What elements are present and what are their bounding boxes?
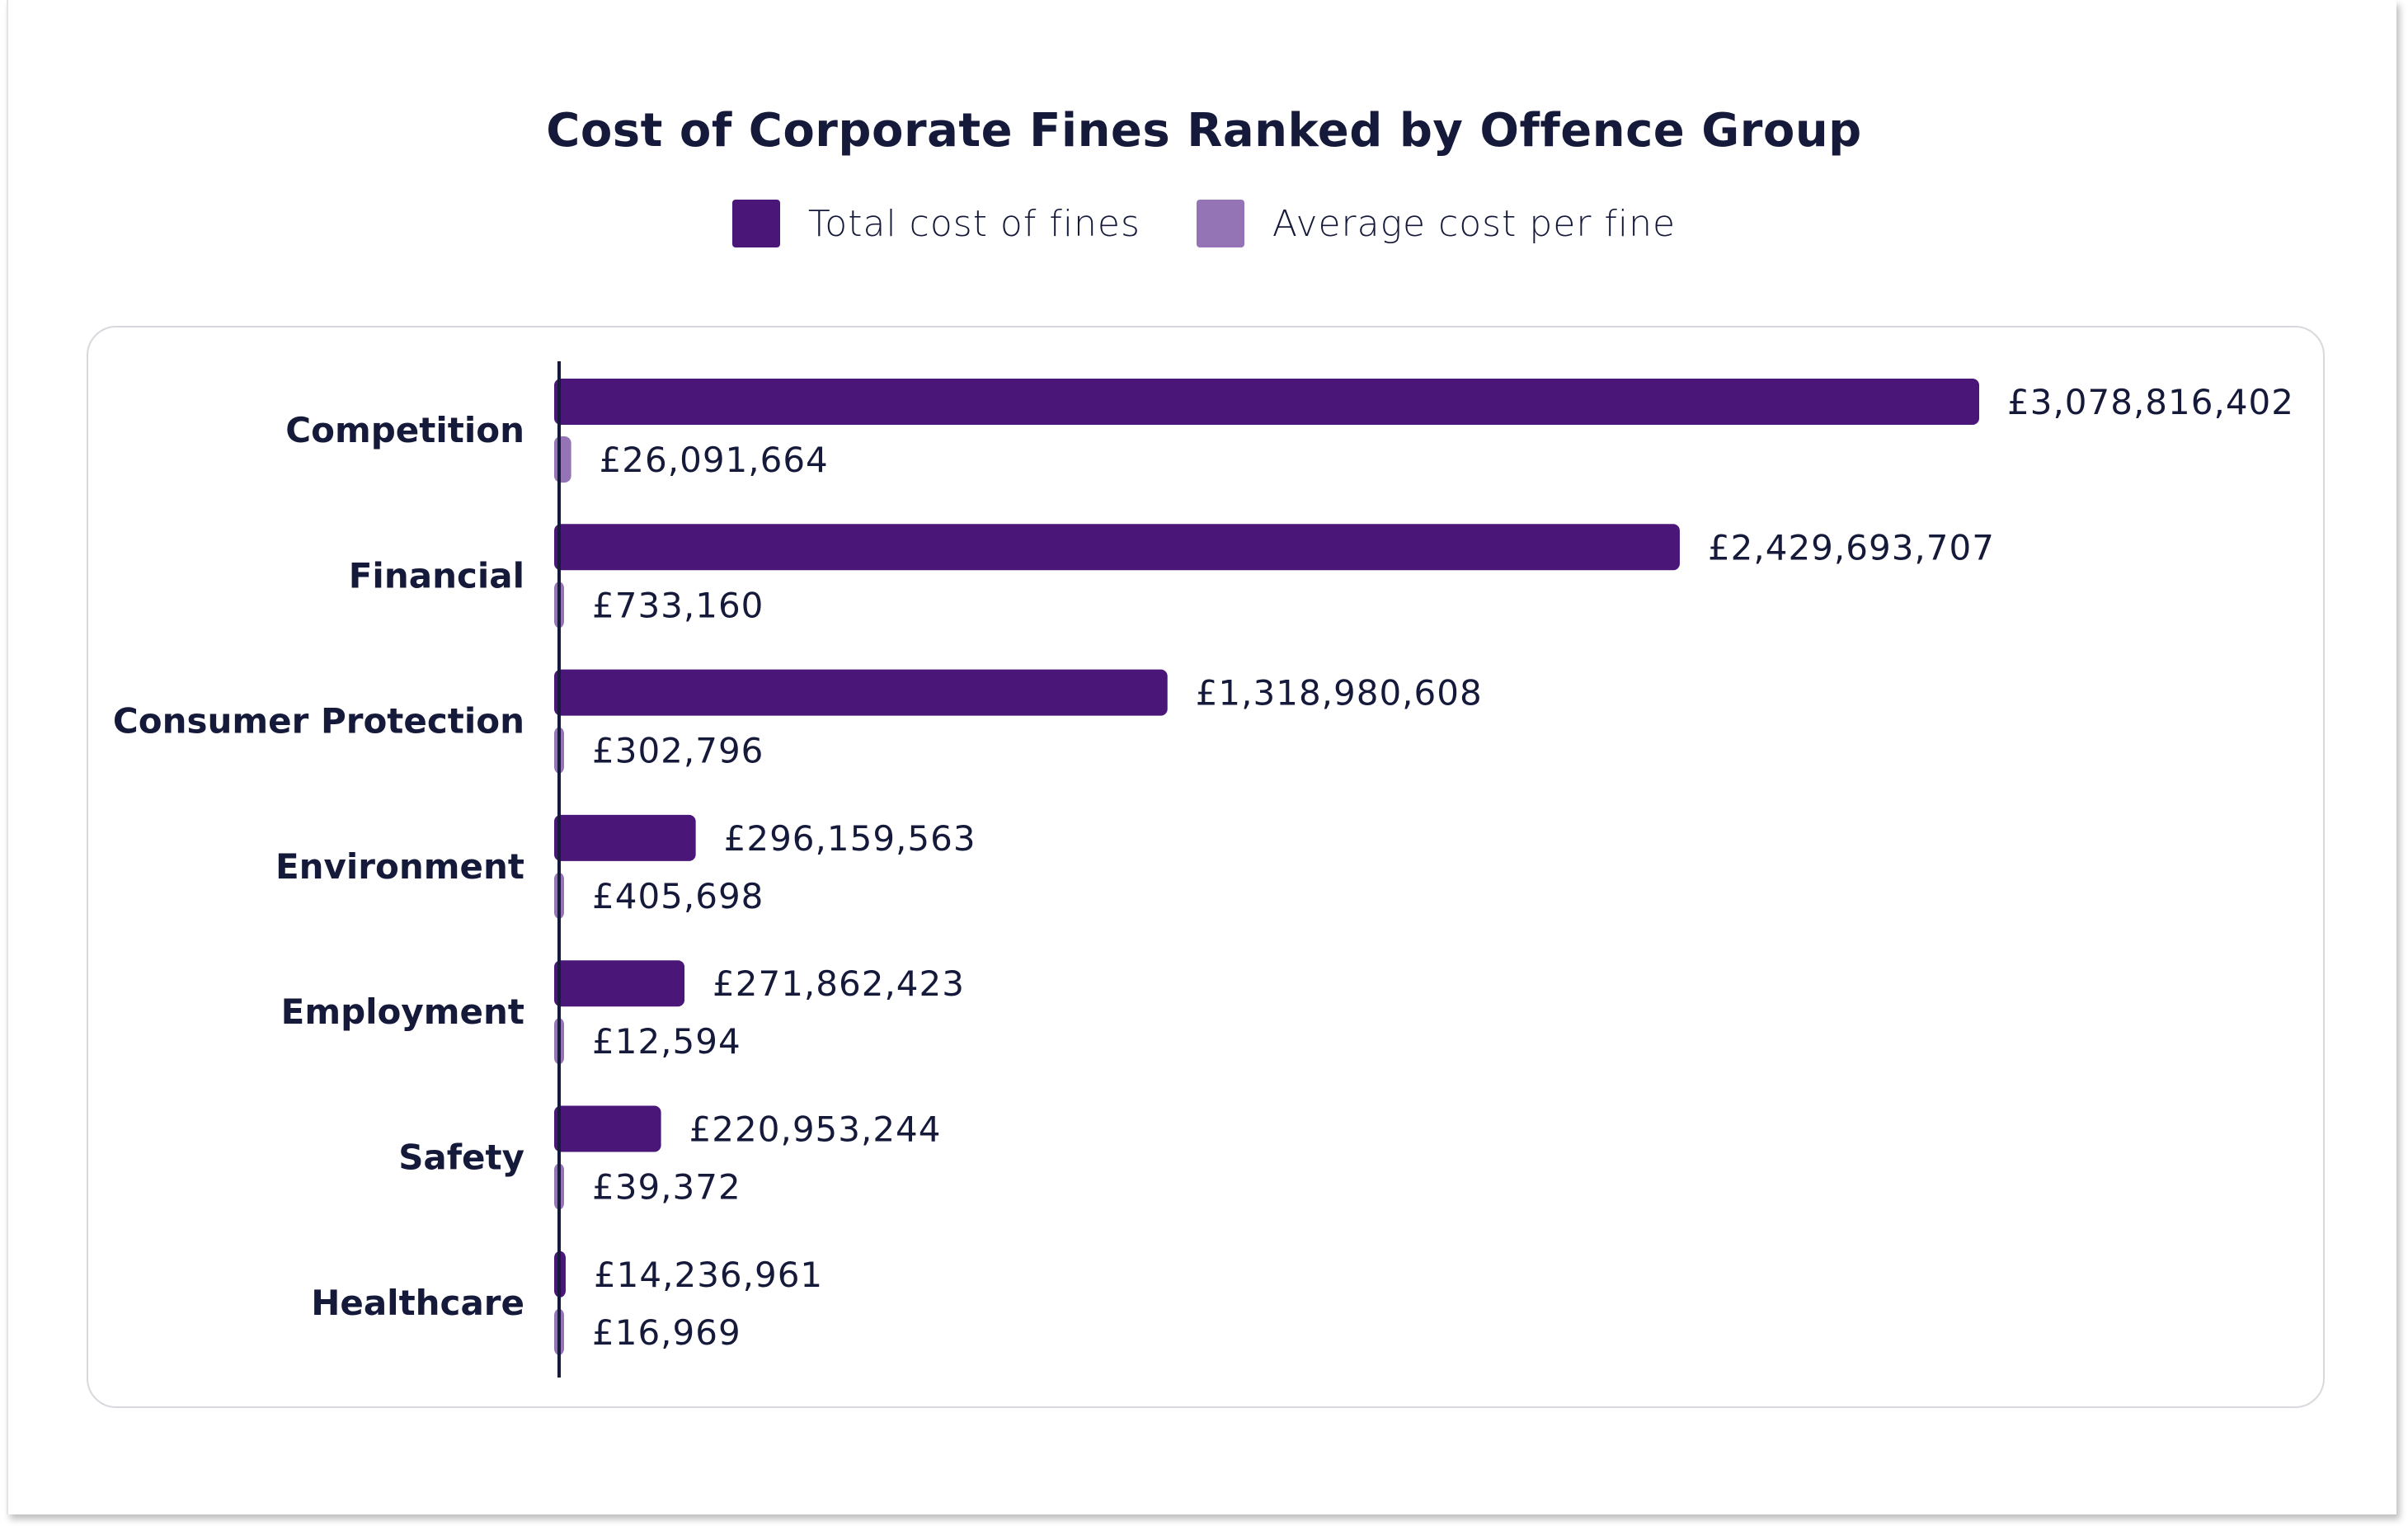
category-label: Financial: [349, 555, 524, 596]
bar-average-cost: [554, 436, 571, 483]
category-label: Employment: [281, 991, 524, 1032]
data-label-average-cost: £39,372: [592, 1167, 741, 1208]
data-label-total-cost: £14,236,961: [594, 1255, 823, 1295]
legend-item-total: Total cost of fines: [731, 200, 1141, 247]
category-label: Healthcare: [311, 1283, 524, 1323]
bar-total-cost: [554, 669, 1168, 716]
data-label-total-cost: £1,318,980,608: [1196, 673, 1483, 714]
category-label: Competition: [285, 410, 524, 450]
legend-label-average: Average cost per fine: [1272, 202, 1677, 245]
data-label-total-cost: £220,953,244: [689, 1109, 942, 1150]
bar-total-cost: [554, 814, 696, 861]
chart-title: Cost of Corporate Fines Ranked by Offenc…: [546, 104, 1862, 158]
data-label-total-cost: £296,159,563: [724, 818, 976, 859]
data-label-average-cost: £16,969: [592, 1312, 741, 1353]
legend-label-total: Total cost of fines: [807, 202, 1141, 245]
data-label-total-cost: £2,429,693,707: [1708, 527, 1995, 568]
data-label-total-cost: £3,078,816,402: [2007, 382, 2294, 422]
legend: Total cost of fines Average cost per fin…: [0, 200, 2408, 247]
data-label-average-cost: £302,796: [592, 731, 764, 771]
category-label: Safety: [398, 1137, 524, 1178]
data-label-average-cost: £26,091,664: [600, 440, 829, 480]
data-label-total-cost: £271,862,423: [713, 963, 965, 1004]
bar-total-cost: [554, 1105, 661, 1152]
legend-item-average: Average cost per fine: [1196, 200, 1677, 247]
chart-card: [87, 326, 2325, 1408]
data-label-average-cost: £12,594: [592, 1021, 741, 1062]
category-label: Environment: [275, 846, 524, 887]
bar-total-cost: [554, 379, 1979, 425]
legend-swatch-total: [731, 200, 780, 247]
bar-total-cost: [554, 524, 1680, 571]
data-label-average-cost: £405,698: [592, 876, 764, 916]
legend-swatch-average: [1196, 200, 1244, 247]
bar-total-cost: [554, 960, 685, 1007]
data-label-average-cost: £733,160: [592, 585, 764, 625]
category-label: Consumer Protection: [113, 701, 524, 742]
